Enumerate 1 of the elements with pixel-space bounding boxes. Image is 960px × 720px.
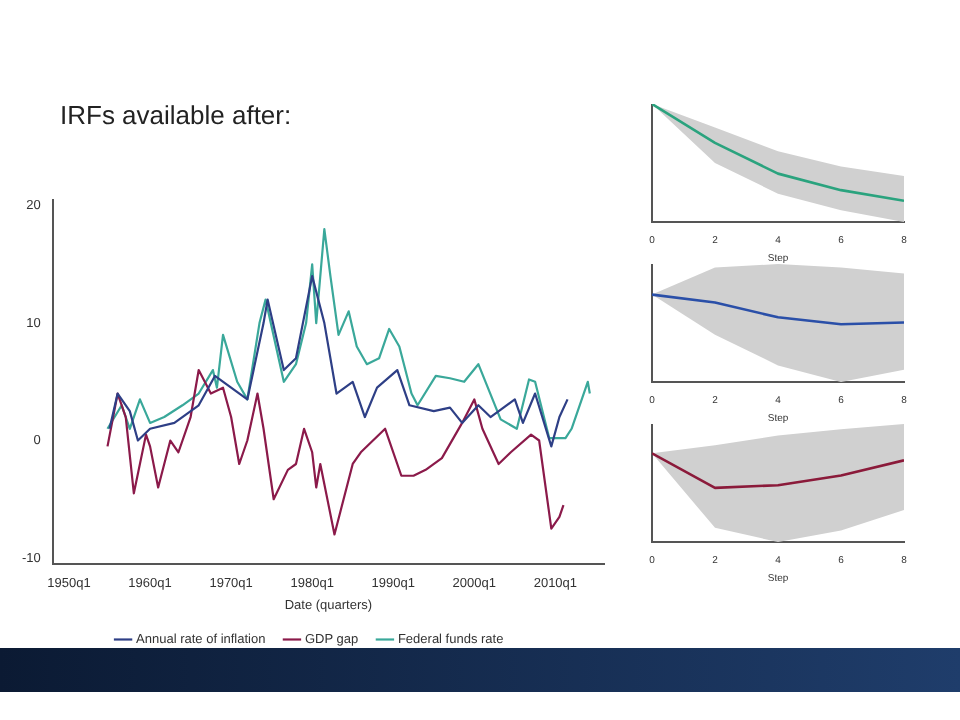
chart-title: IRFs available after:: [60, 100, 294, 130]
